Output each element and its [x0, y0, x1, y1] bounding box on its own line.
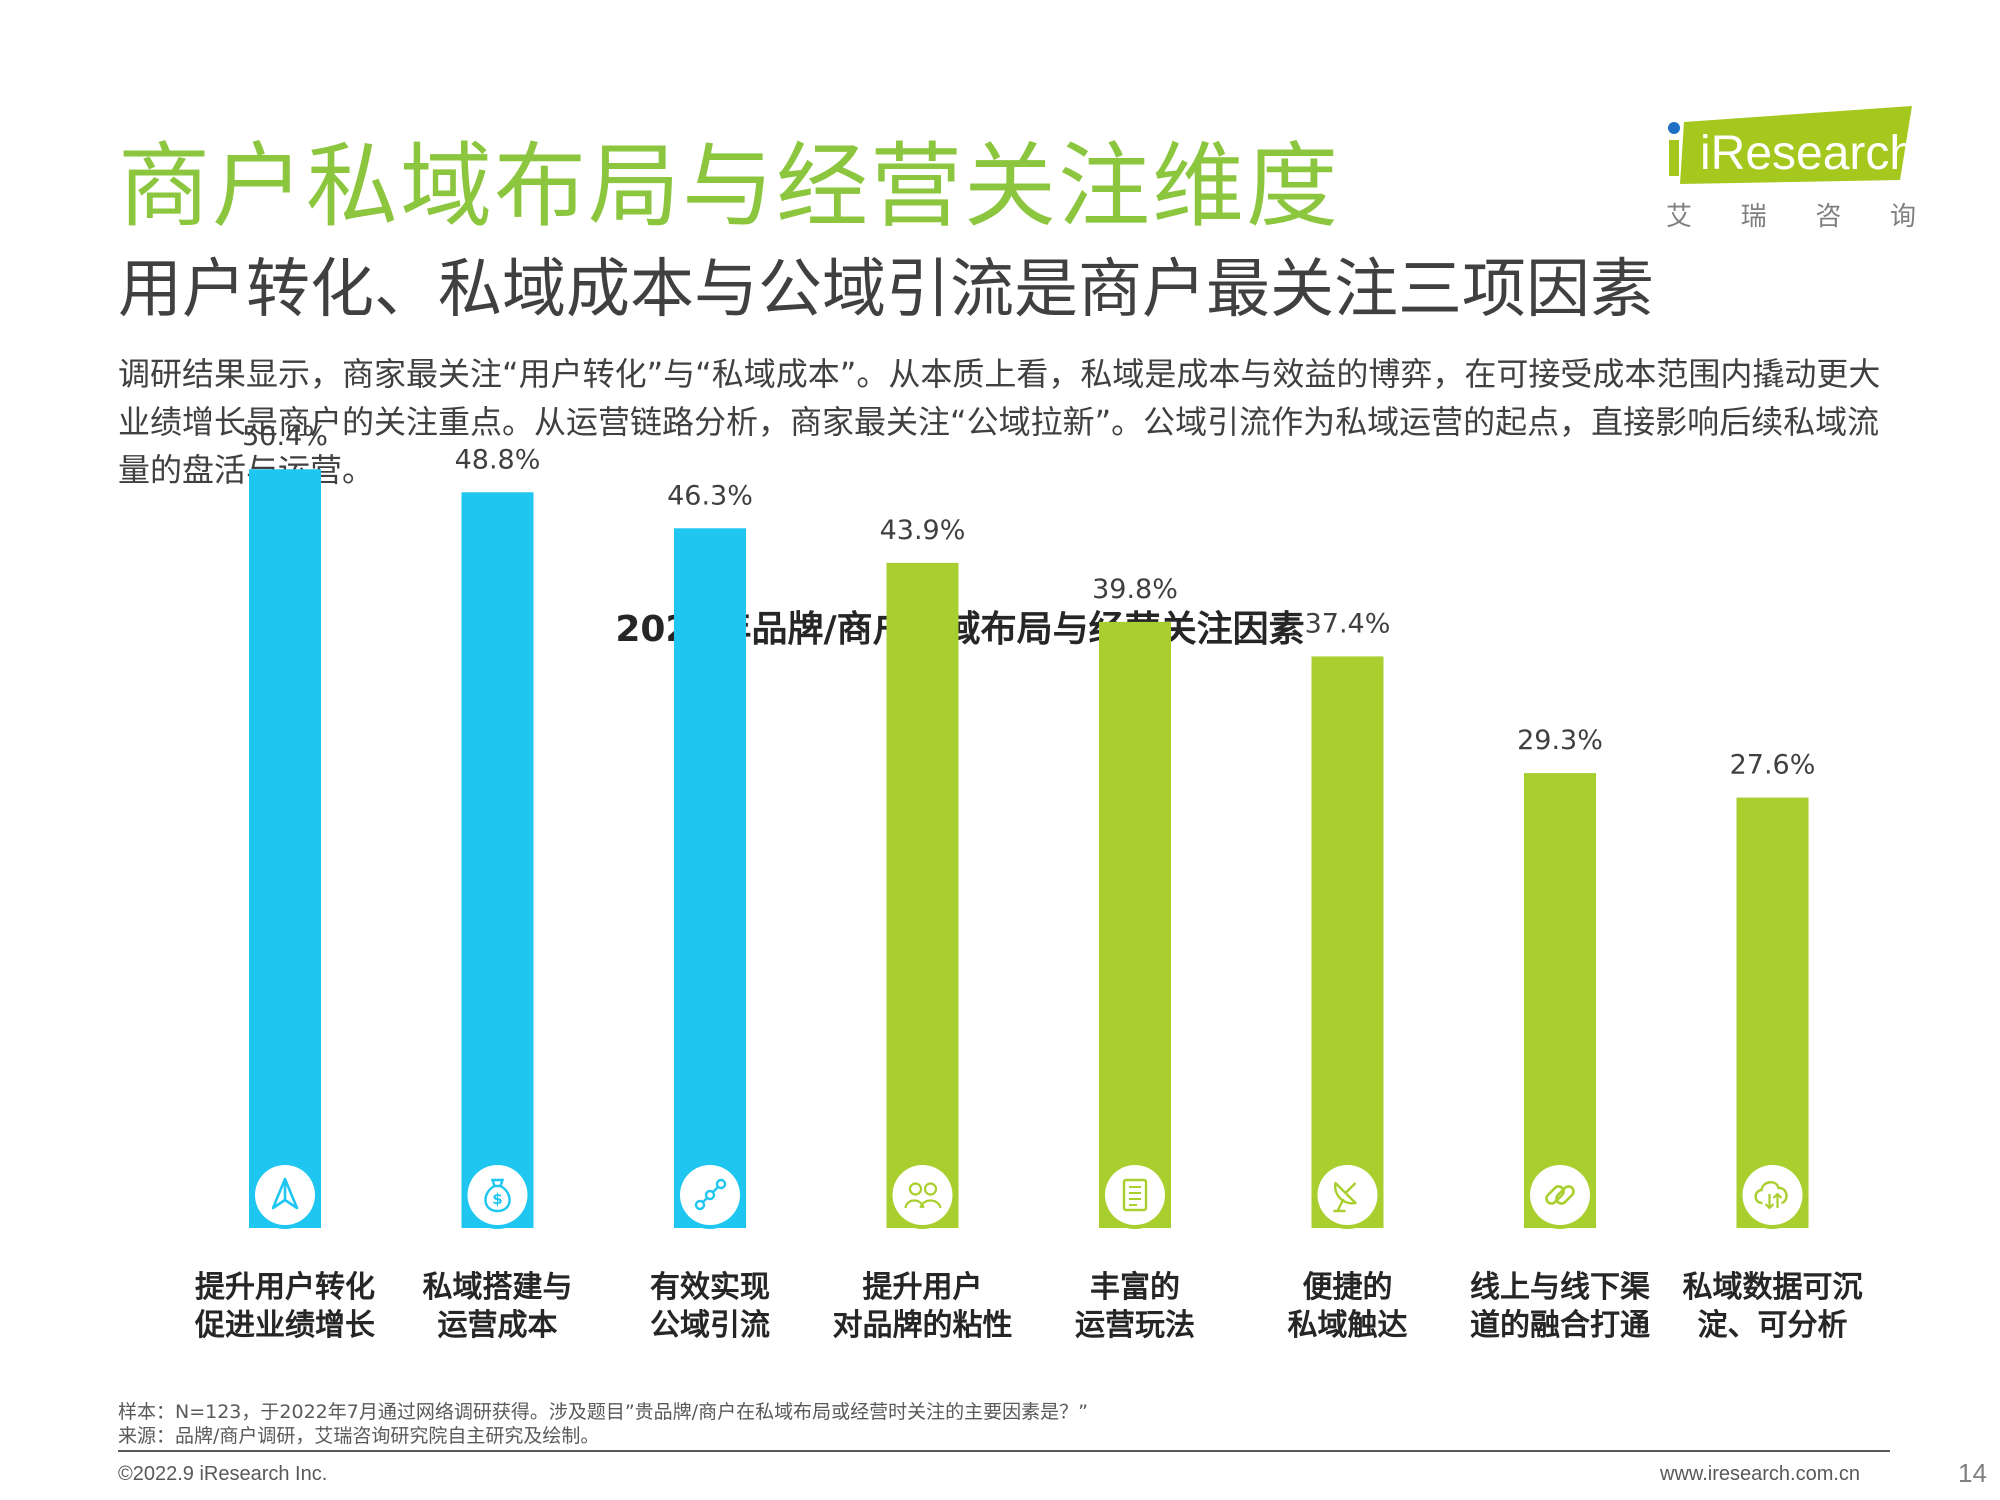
category-label: 私域数据可沉	[1683, 1270, 1863, 1305]
logo-char: 咨	[1815, 202, 1842, 232]
logo-wordmark: iResearch	[1700, 127, 1917, 180]
category-label: 私域搭建与	[423, 1270, 573, 1305]
bar	[249, 469, 321, 1228]
footer-divider	[118, 1450, 1890, 1452]
cloud-sync-icon	[1754, 1181, 1788, 1210]
svg-text:$: $	[492, 1190, 502, 1208]
website-link[interactable]: www.iresearch.com.cn	[1660, 1463, 1861, 1485]
bar	[461, 492, 534, 1228]
bar	[1524, 773, 1596, 1228]
flow-nodes-icon	[694, 1178, 727, 1211]
bar-value-label: 43.9%	[880, 515, 966, 546]
category-label: 运营玩法	[1075, 1308, 1195, 1343]
icon-circle-inner	[1742, 1165, 1803, 1225]
logo-char: 艾	[1666, 202, 1693, 232]
bar-value-label: 48.8%	[455, 444, 541, 475]
category-label: 提升用户	[863, 1270, 983, 1305]
logo-char: 瑞	[1740, 202, 1767, 232]
sample-note: 样本：N=123，于2022年7月通过网络调研获得。涉及题目”贵品牌/商户在私域…	[118, 1401, 1088, 1423]
category-label: 促进业绩增长	[194, 1308, 375, 1343]
logo-char: 询	[1889, 202, 1916, 232]
page-subtitle: 用户转化、私域成本与公域引流是商户最关注三项因素	[118, 253, 1654, 327]
category-label: 有效实现	[650, 1270, 770, 1305]
bar-value-label: 46.3%	[667, 480, 753, 511]
category-label: 道的融合打通	[1470, 1308, 1650, 1343]
bar	[886, 562, 959, 1228]
page-number: 14	[1958, 1458, 1987, 1488]
logo-subtitle: 艾 瑞 咨 询	[1666, 196, 1916, 233]
iresearch-logo: iResearch 艾 瑞 咨 询	[1660, 106, 1920, 234]
copyright: ©2022.9 iResearch Inc.	[118, 1463, 328, 1485]
category-label: 提升用户转化	[195, 1270, 375, 1305]
source-note: 来源：品牌/商户调研，艾瑞咨询研究院自主研究及绘制。	[118, 1425, 600, 1447]
category-label: 私域触达	[1288, 1308, 1408, 1343]
logo-shape	[1668, 106, 1912, 184]
money-bag-icon: $	[484, 1178, 511, 1213]
category-label: 公域引流	[650, 1308, 770, 1343]
bar	[674, 528, 746, 1228]
bar-value-label: 27.6%	[1730, 750, 1816, 781]
navigation-arrow-icon	[271, 1177, 299, 1210]
category-label: 淀、可分析	[1698, 1308, 1848, 1343]
page-title: 商户私域布局与经营关注维度	[118, 133, 1341, 240]
icon-circle-inner	[680, 1165, 740, 1225]
icon-circle-inner	[892, 1165, 953, 1225]
bar	[1311, 656, 1384, 1228]
bar-value-label: 50.4%	[242, 421, 328, 452]
category-label: 对品牌的粘性	[833, 1308, 1013, 1343]
bar-value-label: 37.4%	[1305, 608, 1391, 639]
link-icon	[1545, 1185, 1575, 1205]
users-icon	[904, 1182, 942, 1209]
bar-value-label: 29.3%	[1517, 725, 1603, 756]
category-label: 丰富的	[1090, 1270, 1180, 1305]
icon-circle-inner	[1105, 1165, 1165, 1225]
bar-value-label: 39.8%	[1092, 574, 1178, 605]
icon-circle-inner	[1530, 1165, 1590, 1225]
bar	[1736, 797, 1809, 1228]
category-label: 便捷的	[1303, 1270, 1393, 1305]
category-label: 线上与线下渠	[1470, 1270, 1650, 1305]
satellite-dish-icon	[1333, 1181, 1357, 1213]
icon-circle-inner	[467, 1165, 528, 1225]
document-icon	[1122, 1178, 1148, 1212]
summary-paragraph: 调研结果显示，商家最关注“用户转化”与“私域成本”。从本质上看，私域是成本与效益…	[118, 355, 1881, 489]
category-label: 运营成本	[438, 1308, 558, 1343]
bar	[1099, 621, 1171, 1228]
